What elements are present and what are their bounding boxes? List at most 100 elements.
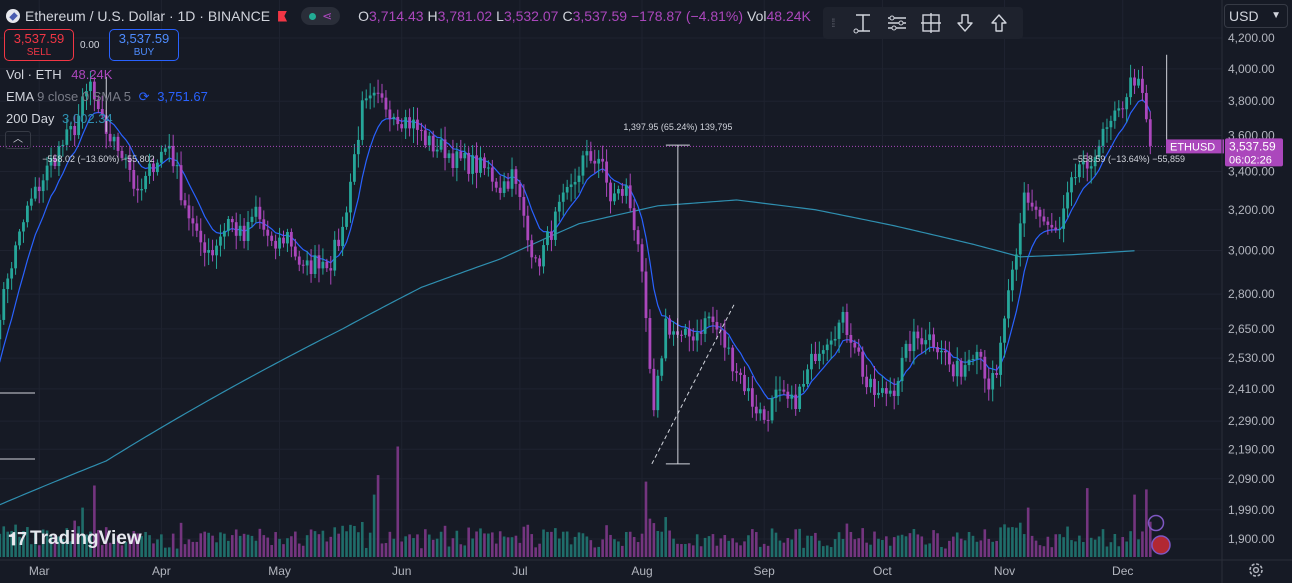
candle xyxy=(656,375,660,411)
volume-bar xyxy=(546,531,549,557)
volume-bar xyxy=(624,531,628,557)
volume-bar xyxy=(420,548,423,557)
sell-button[interactable]: 3,537.59 SELL xyxy=(4,29,74,61)
share-icon: ⋖ xyxy=(322,9,333,23)
volume-bar xyxy=(948,540,951,557)
candle xyxy=(479,157,482,173)
volume-bar xyxy=(707,536,711,557)
ohlc-vol-value: 48.24K xyxy=(766,8,811,24)
ema-indicator-legend[interactable]: EMA 9 close 0 SMA 5 ⟳ 3,751.67 xyxy=(6,89,208,105)
volume-bar xyxy=(286,538,289,557)
buy-label: BUY xyxy=(133,47,155,58)
volume-bar xyxy=(207,532,210,557)
candle xyxy=(715,321,719,330)
candle xyxy=(1050,224,1054,228)
volume-bar xyxy=(104,527,108,557)
tradingview-mark-icon: 𝟏7 xyxy=(8,528,27,549)
candle xyxy=(325,261,329,269)
volume-bar xyxy=(900,534,904,557)
symbol-title[interactable]: Ethereum / U.S. Dollar · 1D · BINANCE xyxy=(25,8,271,24)
volume-bar xyxy=(1141,531,1144,557)
volume-bar xyxy=(514,535,518,557)
volume-bar xyxy=(987,538,991,557)
volume-bar xyxy=(652,523,656,557)
candle xyxy=(199,230,203,243)
volume-bar xyxy=(368,532,372,557)
volume-indicator-legend[interactable]: Vol · ETH 48.24K xyxy=(6,67,112,82)
currency-select[interactable]: USD ▼ xyxy=(1224,4,1288,28)
candle xyxy=(680,334,683,336)
candle xyxy=(455,151,459,168)
volume-bar xyxy=(85,534,88,557)
arrow-down-icon[interactable] xyxy=(951,9,979,37)
volume-bar xyxy=(246,534,250,557)
candle xyxy=(254,206,258,217)
volume-bar xyxy=(1129,531,1132,557)
volume-bar xyxy=(108,542,112,557)
drag-handle-icon[interactable]: ⁞⁞ xyxy=(831,16,836,30)
volume-bar xyxy=(995,540,998,557)
y-tick-label: 2,530.00 xyxy=(1228,351,1275,365)
volume-bar xyxy=(160,534,163,557)
candle xyxy=(305,260,309,266)
candle xyxy=(293,246,297,257)
chart-legend: Ethereum / U.S. Dollar · 1D · BINANCE ⋖ … xyxy=(0,0,820,30)
candle xyxy=(928,334,932,341)
refresh-icon[interactable]: ⟳ xyxy=(138,89,150,104)
candle xyxy=(589,151,593,161)
volume-bar xyxy=(770,528,774,557)
volume-bar xyxy=(885,536,888,557)
volume-bar xyxy=(301,545,305,557)
candle xyxy=(546,231,549,246)
settings-lines-icon[interactable] xyxy=(883,9,911,37)
candle xyxy=(230,218,234,223)
volume-bar xyxy=(148,535,151,557)
volume-bar xyxy=(136,533,140,557)
volume-bar xyxy=(853,539,857,557)
candle xyxy=(644,271,648,319)
volume-bar xyxy=(187,539,191,557)
candle xyxy=(211,250,214,256)
volume-bar xyxy=(65,528,69,557)
ma200-indicator-legend[interactable]: 200 Day 3,002.34 xyxy=(6,111,113,126)
live-toggle[interactable]: ⋖ xyxy=(301,7,341,25)
volume-bar xyxy=(175,548,179,557)
candle xyxy=(912,331,916,352)
candle xyxy=(364,98,368,101)
candle xyxy=(766,419,770,421)
candle xyxy=(620,189,624,196)
arrow-up-icon[interactable] xyxy=(985,9,1013,37)
volume-bar xyxy=(18,536,21,557)
candle xyxy=(128,157,132,170)
candle xyxy=(699,332,703,334)
alert-icon xyxy=(1147,514,1165,532)
text-cursor-icon[interactable] xyxy=(849,9,877,37)
candle xyxy=(57,146,61,167)
candle xyxy=(601,158,605,162)
candle xyxy=(1062,208,1066,229)
candle xyxy=(502,181,506,193)
volume-bar xyxy=(203,531,206,557)
flag-icon[interactable] xyxy=(278,10,288,22)
collapse-legend-button[interactable]: ︿ xyxy=(5,131,31,149)
candle xyxy=(116,136,120,151)
buy-button[interactable]: 3,537.59 BUY xyxy=(109,29,179,61)
volume-bar xyxy=(361,521,364,557)
candle xyxy=(286,231,289,244)
last-price-label: 3,537.59 xyxy=(1229,139,1276,153)
candle xyxy=(1058,228,1062,230)
volume-bar xyxy=(294,531,297,557)
volume-bar xyxy=(944,548,947,557)
candle xyxy=(1077,164,1081,178)
candle xyxy=(317,255,321,269)
volume-bar xyxy=(691,545,695,557)
gear-icon[interactable] xyxy=(1247,561,1265,579)
x-tick-label: Aug xyxy=(631,564,652,578)
candle xyxy=(786,391,790,399)
x-tick-label: Nov xyxy=(994,564,1015,578)
frame-icon[interactable] xyxy=(917,9,945,37)
candle xyxy=(770,397,774,421)
drawing-toolbar: ⁞⁞ xyxy=(823,7,1023,39)
candle xyxy=(739,372,742,375)
